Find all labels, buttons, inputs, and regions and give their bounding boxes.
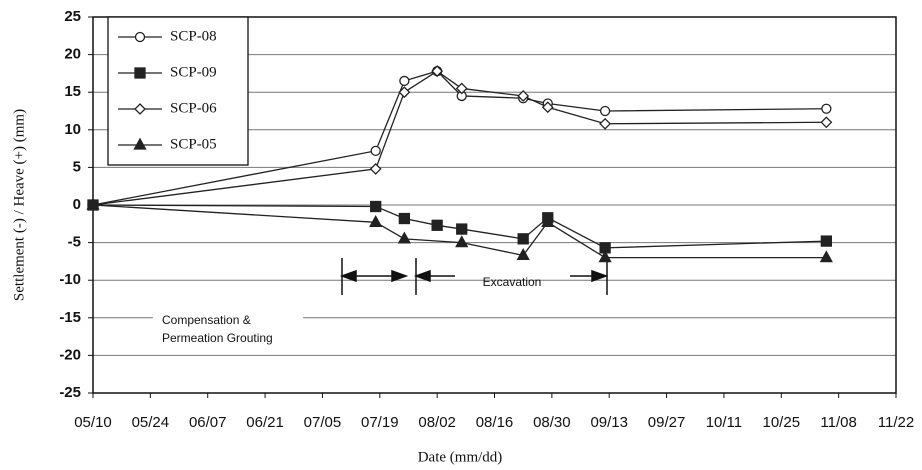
marker bbox=[541, 214, 555, 227]
annotation: Compensation & bbox=[162, 313, 251, 327]
x-tick-label: 08/02 bbox=[418, 414, 456, 431]
legend-box bbox=[107, 16, 249, 166]
x-tick-label: 11/08 bbox=[820, 414, 856, 431]
x-axis-title: Date (mm/dd) bbox=[418, 449, 503, 465]
y-tick-label: -20 bbox=[59, 346, 81, 363]
legend-marker bbox=[134, 67, 146, 79]
marker bbox=[431, 65, 444, 78]
annotation: Permeation Grouting bbox=[162, 331, 273, 345]
marker bbox=[369, 162, 382, 175]
y-tick-label: 15 bbox=[64, 83, 81, 100]
x-tick-label: 06/07 bbox=[189, 414, 227, 431]
y-tick-label: -25 bbox=[59, 384, 81, 401]
marker bbox=[820, 235, 833, 247]
y-tick-label: -10 bbox=[59, 271, 81, 288]
marker bbox=[399, 75, 410, 87]
x-tick-label: 10/11 bbox=[706, 414, 742, 431]
legend-marker bbox=[134, 31, 146, 43]
x-tick-label: 06/21 bbox=[246, 414, 284, 431]
marker bbox=[598, 250, 612, 263]
y-tick-label: 10 bbox=[64, 121, 81, 138]
marker bbox=[398, 86, 411, 99]
x-tick-label: 07/19 bbox=[361, 414, 399, 431]
x-tick-label: 07/05 bbox=[304, 414, 342, 431]
marker bbox=[370, 145, 381, 157]
marker bbox=[456, 223, 468, 235]
y-axis-title: Settlement (-) / Heave (+) (mm) bbox=[11, 109, 27, 301]
marker bbox=[821, 103, 832, 114]
y-tick-label: 25 bbox=[64, 8, 81, 25]
x-tick-label: 11/22 bbox=[878, 414, 914, 431]
annotation-arrows bbox=[339, 258, 609, 295]
y-tick-label: 20 bbox=[64, 46, 81, 63]
marker bbox=[820, 116, 833, 129]
x-tick-label: 05/24 bbox=[132, 414, 170, 431]
marker bbox=[819, 250, 833, 263]
marker bbox=[517, 233, 529, 245]
annotation: Excavation bbox=[483, 275, 542, 289]
marker bbox=[398, 212, 411, 225]
legend-label: SCP-08 bbox=[170, 28, 217, 44]
legend-label: SCP-06 bbox=[170, 100, 217, 116]
x-tick-label: 08/16 bbox=[476, 414, 514, 431]
marker bbox=[599, 117, 612, 130]
marker bbox=[369, 214, 383, 227]
marker bbox=[541, 101, 554, 114]
y-tick-label: 5 bbox=[73, 158, 81, 175]
x-tick-label: 09/27 bbox=[648, 414, 686, 431]
annotation-bg bbox=[153, 308, 303, 352]
marker bbox=[431, 219, 443, 231]
marker bbox=[397, 231, 411, 244]
legend: SCP-08 SCP-09 SCP-06 SCP-05 bbox=[107, 16, 249, 166]
marker bbox=[370, 200, 382, 213]
legend-marker bbox=[134, 103, 146, 115]
marker bbox=[455, 235, 469, 248]
marker bbox=[455, 82, 468, 95]
y-tick-label: -15 bbox=[59, 309, 81, 326]
legend-label: SCP-05 bbox=[170, 136, 217, 152]
marker bbox=[599, 105, 611, 117]
legend-label: SCP-09 bbox=[170, 64, 217, 80]
marker bbox=[86, 197, 100, 210]
marker bbox=[517, 90, 530, 102]
x-tick-label: 05/10 bbox=[74, 414, 112, 431]
marker bbox=[516, 248, 530, 261]
x-tick-label: 08/30 bbox=[533, 414, 571, 431]
x-tick-label: 10/25 bbox=[763, 414, 801, 431]
legend-marker bbox=[133, 137, 147, 150]
y-tick-label: -5 bbox=[68, 234, 81, 251]
x-tick-label: 09/13 bbox=[590, 414, 628, 431]
y-tick-label: 0 bbox=[73, 196, 81, 213]
